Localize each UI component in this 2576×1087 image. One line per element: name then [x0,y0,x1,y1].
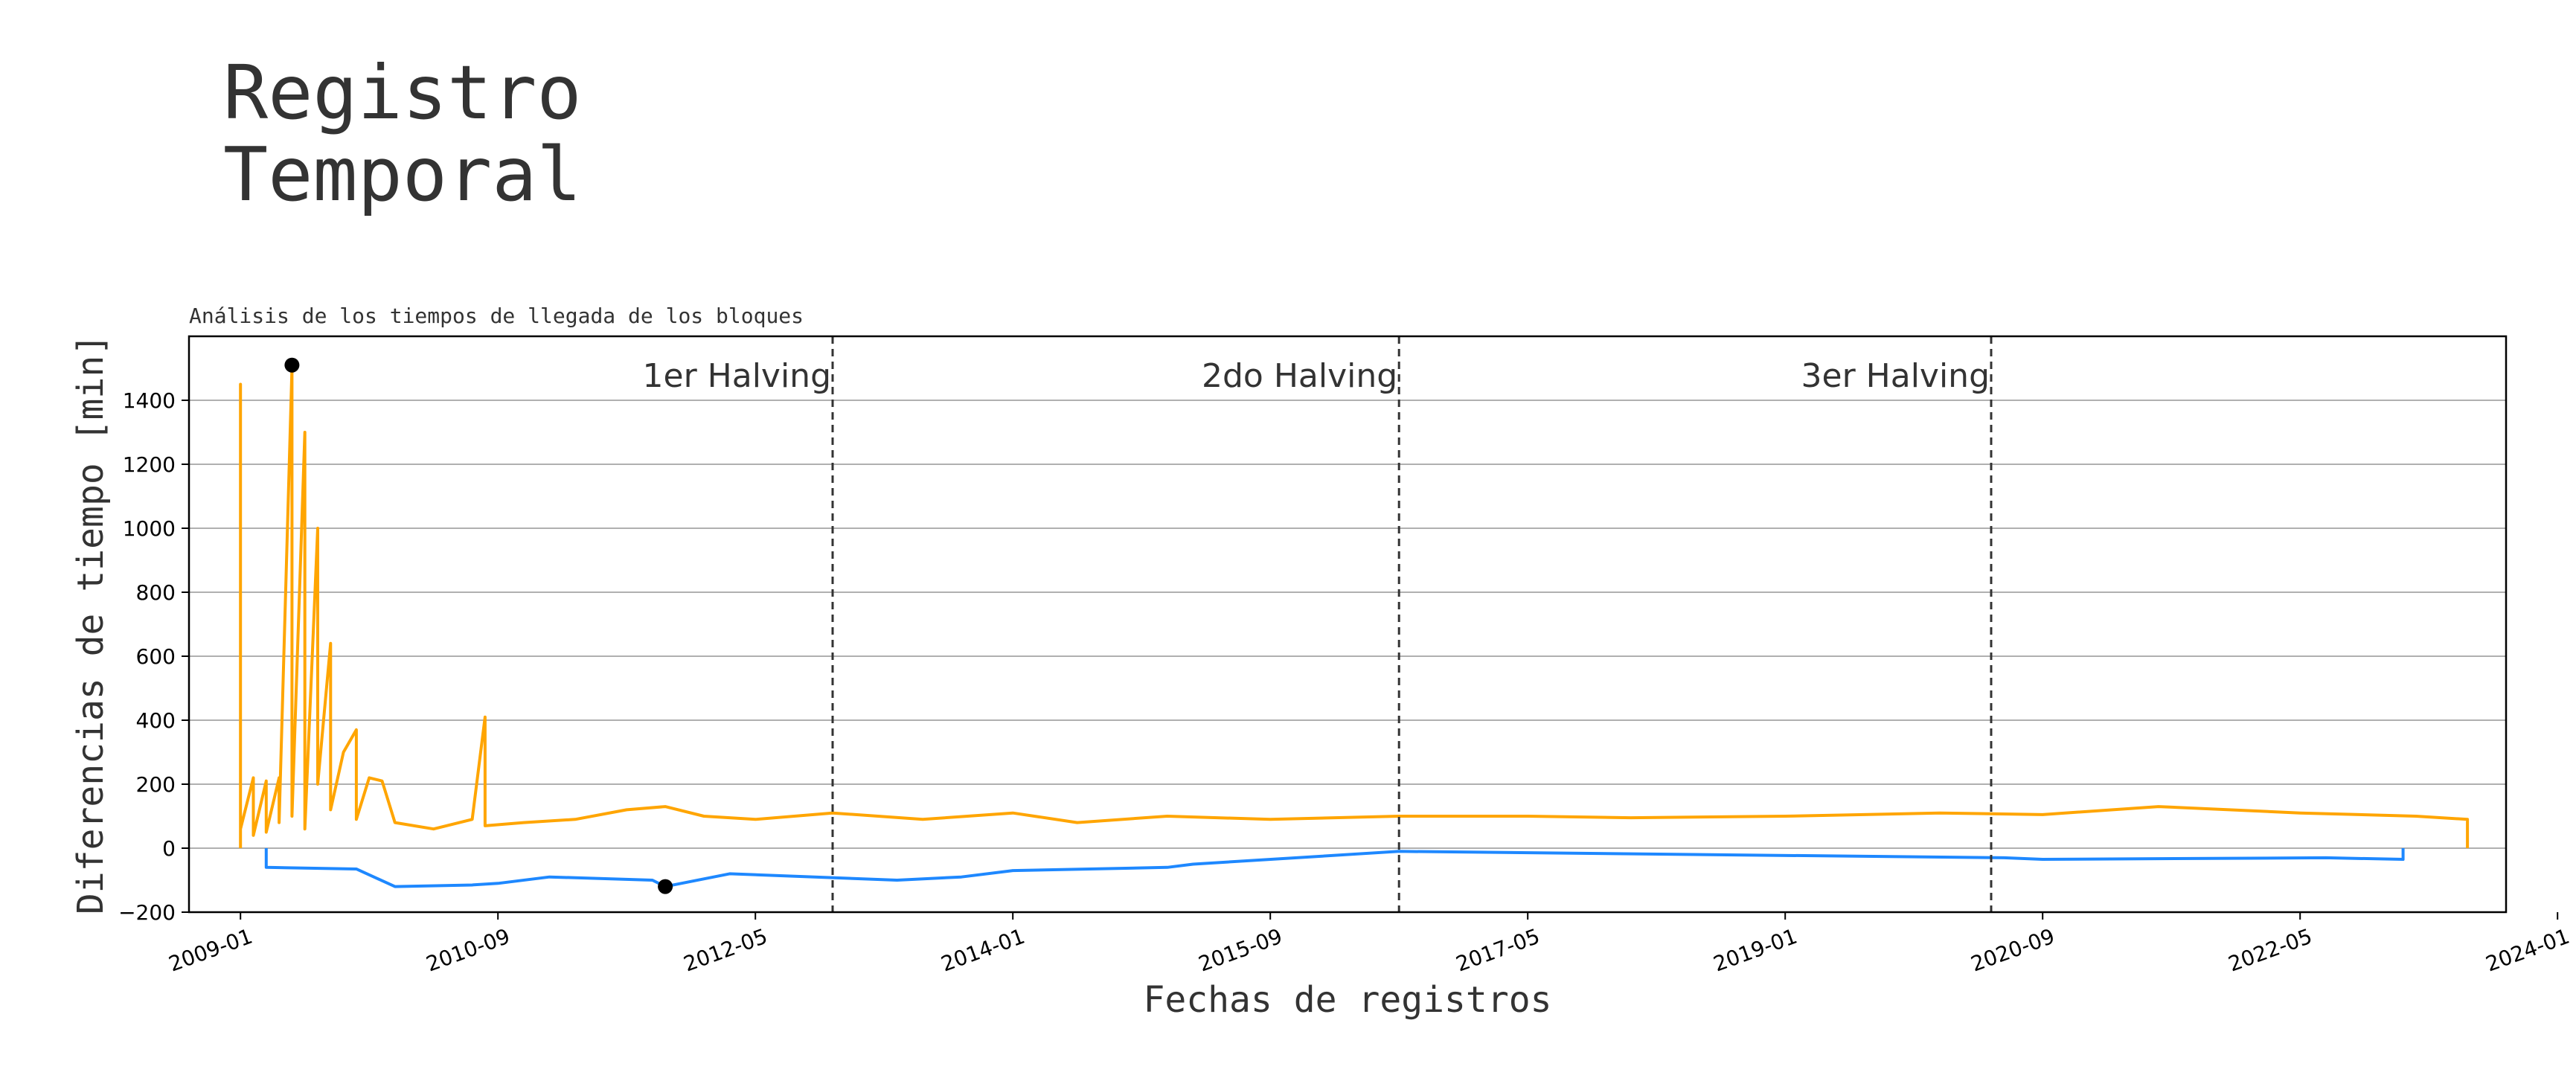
y-tick-label: 800 [136,580,176,605]
x-tick-label: 2012-05 [680,924,770,977]
page-title: Registro Temporal [223,52,582,216]
x-axis-label: Fechas de registros [1143,979,1551,1021]
x-tick-label: 2014-01 [938,924,1028,977]
y-tick-label: 1000 [123,516,176,541]
y-tick-label: 600 [136,644,176,669]
x-tick-label: 2015-09 [1195,924,1285,977]
x-tick-label: 2022-05 [2225,924,2315,977]
x-tick-label: 2020-09 [1967,924,2057,977]
x-tick-label: 2009-01 [165,924,255,977]
halving-label: 2do Halving [1202,357,1397,395]
series-positive-line [239,367,2470,848]
series-negative-line [264,848,2405,888]
y-tick-label: 0 [162,836,176,861]
x-tick-label: 2017-05 [1452,924,1542,977]
x-tick-label: 2019-01 [1710,924,1800,977]
halving-label: 3er Halving [1801,357,1990,395]
x-tick-label: 2010-09 [423,924,513,977]
y-tick-label: 200 [136,772,176,797]
plot-frame [188,335,2508,914]
page-title-line-1: Registro [223,49,582,136]
x-axis: 2009-01 2010-09 2012-05 2014-01 2015-09 2017-… [165,912,2573,977]
grid-layer [189,400,2506,849]
x-tick-label: 2024-01 [2482,924,2572,977]
y-tick-label: 400 [136,708,176,733]
chart-subtitle: Análisis de los tiempos de llegada de lo… [189,304,804,328]
halving-label: 1er Halving [643,357,832,395]
y-tick-label: 1200 [123,452,176,477]
y-axis: −200 0 200 400 600 800 1000 1200 1400 [118,388,189,925]
extreme-max-marker [284,357,300,373]
data-layer [239,367,2470,888]
marker-layer [284,357,673,894]
y-tick-label: −200 [118,900,176,925]
y-axis-label: Diferencias de tiempo [min] [70,334,112,914]
halving-layer: 1er Halving 2do Halving 3er Halving [643,336,1993,912]
y-tick-label: 1400 [123,388,176,413]
page-title-line-2: Temporal [223,131,582,218]
extreme-min-marker [658,879,673,894]
